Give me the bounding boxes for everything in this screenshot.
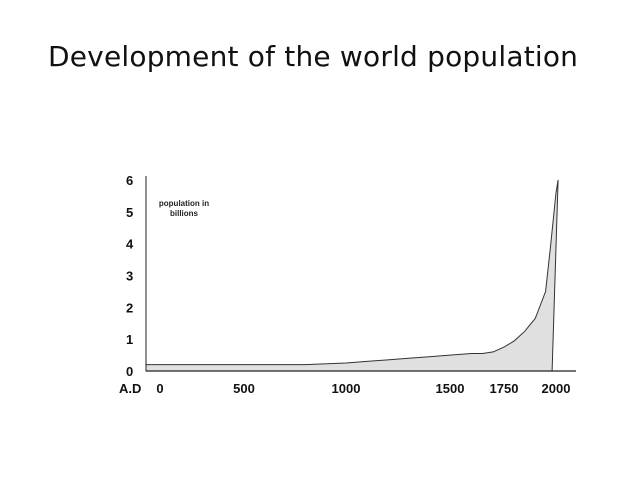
chart-annotation: billions (170, 209, 199, 218)
y-tick-label: 2 (126, 300, 133, 315)
y-tick-label: 1 (126, 332, 133, 347)
slide-title: Development of the world population (48, 40, 579, 73)
y-tick-label: 3 (126, 269, 133, 284)
x-tick-label: 1500 (436, 381, 465, 396)
x-tick-label: 2000 (542, 381, 571, 396)
y-tick-label: 6 (126, 173, 133, 188)
x-axis-prefix: A.D (119, 381, 141, 396)
population-area (145, 179, 559, 372)
chart-annotation: population in (159, 199, 209, 208)
y-tick-label: 0 (126, 364, 133, 379)
x-tick-label: 500 (233, 381, 255, 396)
y-tick-label: 4 (126, 237, 134, 252)
x-tick-label: 1750 (490, 381, 519, 396)
y-tick-label: 5 (126, 205, 133, 220)
x-tick-label: 1000 (332, 381, 361, 396)
x-tick-label: 0 (156, 381, 163, 396)
